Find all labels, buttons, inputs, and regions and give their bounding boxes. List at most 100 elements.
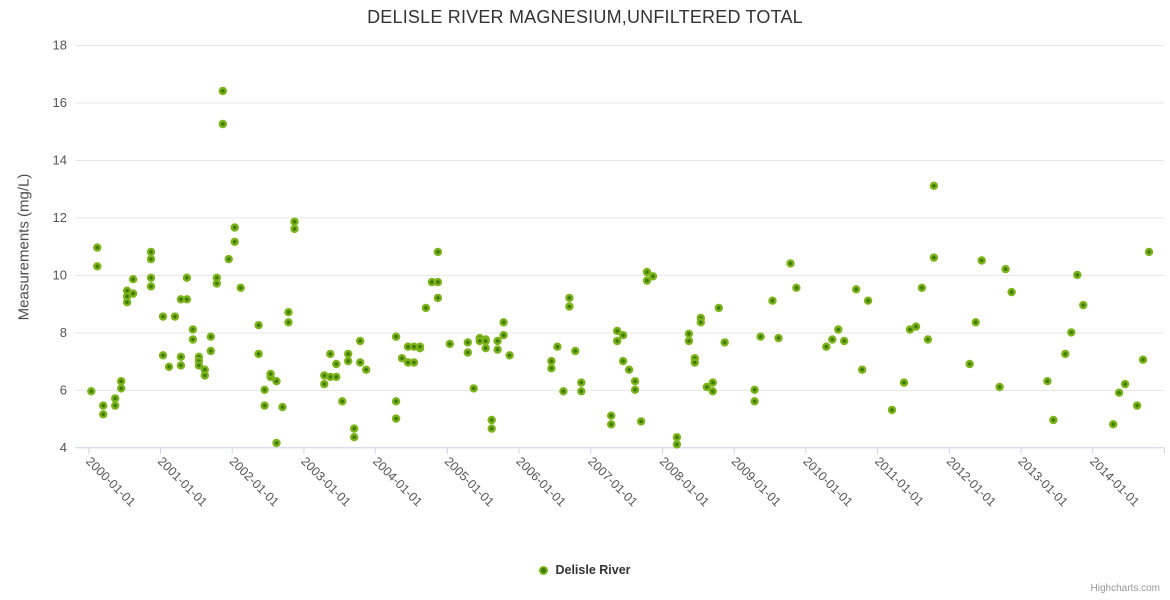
data-point[interactable] [899, 378, 909, 387]
data-point[interactable] [607, 420, 616, 429]
data-point[interactable] [260, 385, 269, 394]
data-point[interactable] [344, 349, 353, 359]
data-point[interactable] [1061, 349, 1070, 359]
data-point[interactable] [110, 394, 120, 403]
data-point[interactable] [720, 338, 729, 347]
data-point[interactable] [1079, 300, 1088, 310]
data-point[interactable] [672, 440, 682, 449]
data-point[interactable] [128, 275, 138, 284]
data-point[interactable] [1132, 401, 1142, 410]
data-point[interactable] [547, 364, 556, 373]
data-point[interactable] [463, 338, 472, 347]
data-point[interactable] [254, 321, 263, 330]
data-point[interactable] [200, 371, 210, 380]
data-point[interactable] [995, 382, 1004, 392]
data-point[interactable] [290, 217, 299, 226]
data-point[interactable] [110, 401, 120, 410]
data-point[interactable] [350, 433, 359, 442]
data-point[interactable] [254, 349, 263, 359]
data-point[interactable] [93, 262, 102, 271]
data-point[interactable] [93, 243, 102, 252]
data-point[interactable] [499, 331, 508, 340]
data-point[interactable] [218, 86, 228, 96]
data-point[interactable] [571, 346, 580, 356]
data-point[interactable] [648, 272, 658, 281]
data-point[interactable] [182, 273, 192, 282]
data-point[interactable] [397, 354, 407, 363]
data-point[interactable] [786, 259, 795, 268]
data-point[interactable] [98, 401, 108, 410]
data-point[interactable] [607, 411, 616, 420]
data-point[interactable] [613, 336, 622, 346]
data-point[interactable] [630, 385, 640, 394]
data-point[interactable] [684, 336, 694, 346]
data-point[interactable] [852, 285, 861, 294]
data-point[interactable] [1049, 415, 1058, 425]
data-point[interactable] [284, 318, 293, 327]
data-point[interactable] [624, 365, 634, 374]
data-point[interactable] [559, 387, 568, 396]
data-point[interactable] [116, 384, 126, 393]
data-point[interactable] [822, 342, 831, 351]
data-point[interactable] [840, 336, 849, 346]
data-point[interactable] [469, 384, 478, 393]
data-point[interactable] [332, 359, 341, 369]
data-point[interactable] [774, 333, 783, 343]
data-point[interactable] [487, 415, 496, 425]
data-point[interactable] [158, 351, 168, 360]
data-point[interactable] [768, 296, 777, 305]
data-point[interactable] [98, 410, 108, 419]
data-point[interactable] [1067, 328, 1076, 337]
data-point[interactable] [1108, 420, 1118, 429]
data-point[interactable] [128, 289, 138, 298]
data-point[interactable] [547, 356, 556, 366]
data-point[interactable] [834, 325, 843, 334]
data-point[interactable] [917, 283, 927, 292]
data-point[interactable] [230, 223, 239, 232]
data-point[interactable] [176, 361, 186, 370]
data-point[interactable] [965, 359, 974, 369]
data-point[interactable] [708, 378, 717, 387]
data-point[interactable] [433, 247, 443, 257]
data-point[interactable] [577, 387, 586, 396]
data-point[interactable] [272, 438, 281, 448]
data-point[interactable] [911, 322, 921, 331]
data-point[interactable] [158, 312, 168, 321]
data-point[interactable] [828, 335, 837, 344]
data-point[interactable] [266, 369, 275, 379]
data-point[interactable] [290, 224, 299, 234]
data-point[interactable] [499, 318, 508, 327]
data-point[interactable] [929, 181, 939, 191]
data-point[interactable] [188, 325, 198, 334]
data-point[interactable] [613, 326, 622, 336]
data-point[interactable] [618, 331, 628, 340]
data-point[interactable] [481, 344, 490, 353]
data-point[interactable] [929, 253, 939, 262]
data-point[interactable] [714, 303, 723, 313]
data-point[interactable] [577, 378, 586, 387]
data-point[interactable] [218, 119, 228, 129]
data-point[interactable] [672, 433, 682, 442]
data-point[interactable] [188, 335, 198, 344]
data-point[interactable] [923, 335, 933, 344]
data-point[interactable] [750, 385, 759, 394]
data-point[interactable] [284, 308, 293, 317]
data-point[interactable] [409, 358, 419, 367]
data-point[interactable] [391, 397, 401, 406]
data-point[interactable] [858, 365, 867, 374]
data-point[interactable] [433, 277, 443, 287]
data-point[interactable] [750, 397, 759, 406]
data-point[interactable] [642, 276, 652, 285]
data-point[interactable] [344, 356, 353, 366]
highcharts-credit-link[interactable]: Highcharts.com [1090, 583, 1160, 594]
data-point[interactable] [278, 402, 287, 412]
data-point[interactable] [170, 312, 180, 321]
data-point[interactable] [415, 342, 425, 351]
data-point[interactable] [146, 273, 156, 282]
data-point[interactable] [642, 267, 652, 277]
data-point[interactable] [212, 279, 222, 288]
data-point[interactable] [224, 254, 233, 264]
data-point[interactable] [971, 318, 980, 327]
data-point[interactable] [708, 387, 717, 396]
data-point[interactable] [463, 348, 472, 357]
